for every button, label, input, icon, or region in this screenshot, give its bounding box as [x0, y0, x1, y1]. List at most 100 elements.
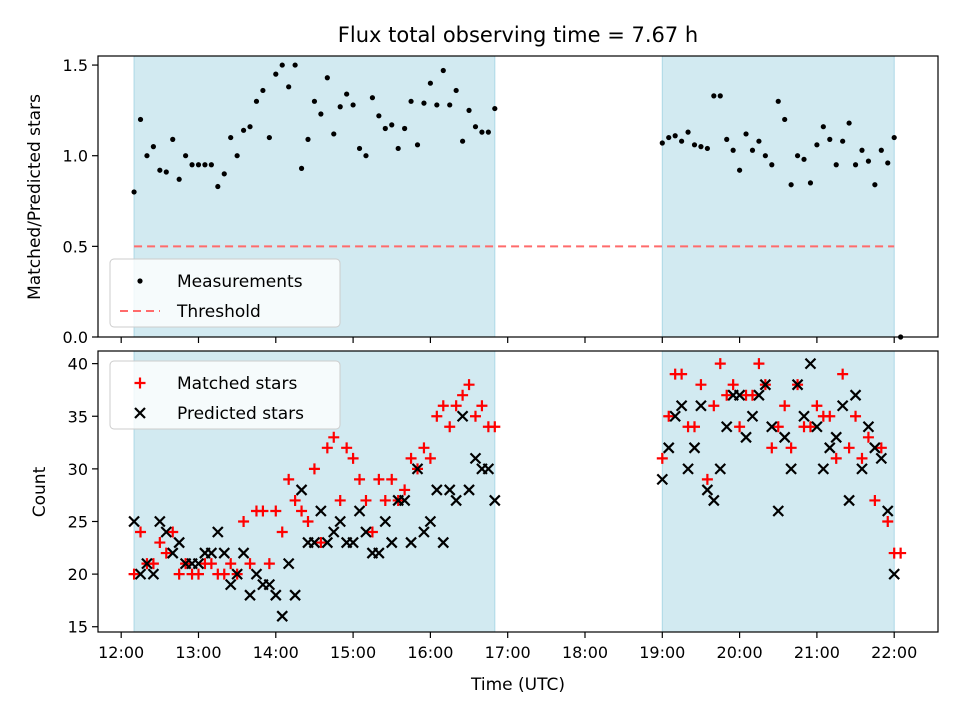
matched-star-point: [714, 358, 726, 370]
matched-star-point: [167, 526, 179, 538]
predicted-star-point: [456, 410, 469, 423]
measurement-point: [769, 162, 775, 168]
top-panel-y-axis-label: Matched/Predicted stars: [25, 94, 45, 300]
measurement-point: [376, 113, 382, 119]
measurement-point: [691, 142, 698, 148]
measurement-point: [724, 136, 730, 142]
matched-star-point: [721, 389, 733, 401]
chart-title: Flux total observing time = 7.67 h: [338, 23, 698, 47]
predicted-star-point: [733, 389, 746, 401]
predicted-star-point: [701, 484, 714, 496]
predicted-star-point: [218, 547, 231, 559]
matched-star-point: [882, 515, 894, 527]
measurement-point: [369, 95, 376, 101]
matched-star-point: [734, 421, 746, 433]
predicted-star-point: [766, 420, 778, 433]
legend-box: [109, 360, 341, 430]
measurement-point: [711, 93, 717, 99]
measurement-point: [679, 138, 685, 144]
measurement-point: [298, 165, 305, 171]
matched-star-point: [708, 400, 720, 412]
matched-star-point: [418, 442, 430, 454]
matched-star-point: [192, 568, 204, 580]
y-tick-label: 0.0: [63, 328, 88, 347]
measurement-point: [427, 80, 433, 86]
matched-star-point: [463, 379, 475, 391]
x-tick-label: 22:00: [871, 643, 917, 662]
predicted-star-point: [656, 473, 669, 486]
matched-star-point: [469, 410, 481, 422]
predicted-star-point: [173, 536, 185, 549]
predicted-star-point: [276, 610, 289, 622]
legend-marker: [137, 278, 143, 284]
predicted-star-point: [418, 526, 430, 538]
measurement-point: [460, 138, 466, 144]
predicted-star-point: [450, 494, 462, 507]
measurement-point: [279, 62, 285, 68]
matched-star-point: [656, 452, 668, 464]
matched-star-point: [701, 473, 713, 485]
measurement-point: [414, 142, 421, 148]
measurement-point: [195, 162, 202, 168]
matched-star-point: [811, 400, 823, 412]
measurement-point: [331, 131, 337, 137]
observing-window-2: [661, 55, 895, 338]
predicted-star-point: [154, 515, 166, 528]
measurement-point: [137, 116, 144, 123]
matched-star-point: [341, 442, 353, 454]
y-tick-label: 30: [68, 460, 88, 479]
x-axis-label: Time (UTC): [470, 675, 565, 695]
predicted-star-point: [482, 463, 495, 475]
measurement-point: [756, 138, 762, 144]
measurement-point: [485, 129, 491, 135]
matched-star-point: [862, 431, 874, 443]
measurement-point: [794, 153, 801, 159]
predicted-star-point: [778, 431, 791, 444]
matched-star-point: [753, 358, 765, 370]
measurement-point: [698, 144, 704, 150]
matched-star-point: [283, 473, 295, 485]
predicted-star-point: [244, 589, 256, 601]
predicted-star-point: [231, 568, 243, 580]
measurement-point: [859, 147, 865, 153]
predicted-star-point: [379, 515, 392, 528]
predicted-star-point: [869, 442, 881, 454]
predicted-star-point: [411, 463, 424, 475]
measurement-point: [891, 134, 897, 141]
y-tick-label: 1.5: [63, 56, 88, 75]
measurement-point: [215, 183, 221, 190]
matched-star-point: [160, 547, 172, 559]
predicted-star-point: [237, 547, 250, 559]
measurement-point: [466, 107, 472, 113]
matched-star-point: [373, 473, 385, 485]
measurement-point: [228, 134, 234, 141]
matched-star-point: [128, 568, 140, 580]
measurement-point: [273, 71, 279, 77]
predicted-star-point: [424, 515, 437, 528]
observing-window-2: [661, 350, 895, 633]
predicted-star-point: [682, 463, 694, 475]
measurement-point: [878, 147, 884, 153]
legend-marker: [134, 407, 146, 419]
predicted-star-point: [753, 389, 765, 401]
predicted-star-point: [836, 399, 849, 412]
predicted-star-point: [811, 420, 823, 433]
matched-star-point: [489, 421, 501, 433]
predicted-star-point: [134, 568, 147, 580]
legend-entry-label: Matched stars: [177, 374, 297, 394]
measurement-point: [820, 124, 826, 130]
measurement-point: [807, 180, 814, 186]
matched-star-point: [302, 515, 314, 527]
matched-star-point: [276, 526, 288, 538]
predicted-star-point: [849, 389, 862, 401]
predicted-star-point: [212, 526, 224, 538]
predicted-star-point: [166, 547, 179, 559]
measurement-point: [144, 153, 150, 159]
measurement-point: [286, 84, 292, 90]
predicted-star-point: [192, 557, 205, 570]
measurement-point: [801, 156, 807, 162]
matched-star-point: [225, 558, 237, 570]
measurement-point: [685, 129, 691, 135]
measurement-point: [266, 134, 272, 141]
measurement-point: [208, 162, 214, 168]
